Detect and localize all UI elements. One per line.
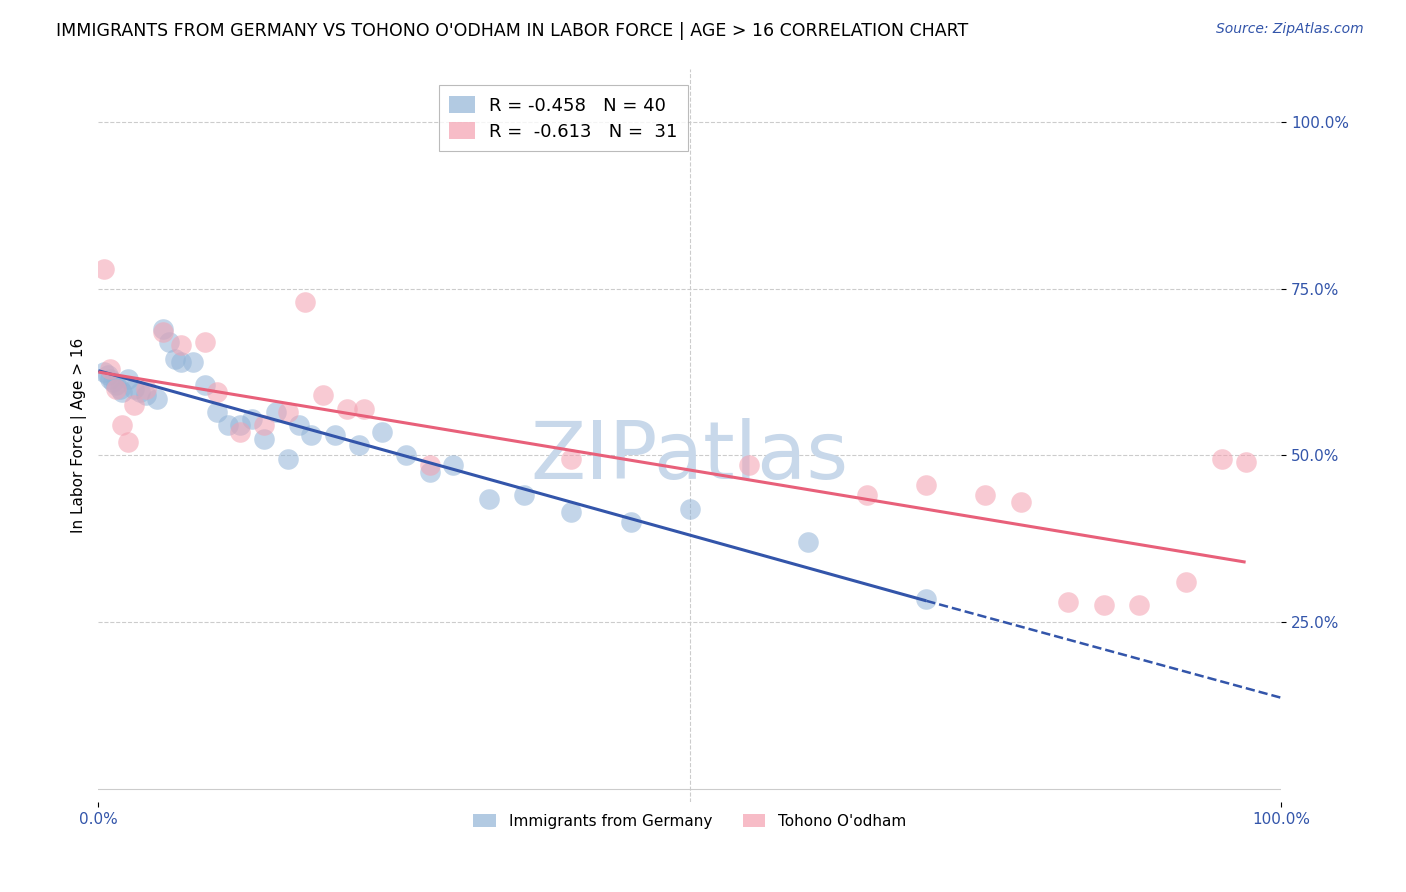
Point <box>152 321 174 335</box>
Point <box>856 488 879 502</box>
Point <box>478 491 501 506</box>
Point <box>253 418 276 433</box>
Point <box>347 438 370 452</box>
Point <box>418 465 440 479</box>
Point <box>277 451 299 466</box>
Point <box>1211 451 1233 466</box>
Point <box>395 449 418 463</box>
Point <box>135 382 157 396</box>
Point <box>93 261 115 276</box>
Point <box>194 334 217 349</box>
Point <box>371 425 394 439</box>
Point <box>194 378 217 392</box>
Point <box>312 388 335 402</box>
Point <box>165 351 187 366</box>
Y-axis label: In Labor Force | Age > 16: In Labor Force | Age > 16 <box>72 338 87 533</box>
Legend: Immigrants from Germany, Tohono O'odham: Immigrants from Germany, Tohono O'odham <box>467 807 912 835</box>
Point <box>336 401 359 416</box>
Point <box>117 372 139 386</box>
Point <box>217 418 239 433</box>
Point <box>93 365 115 379</box>
Point <box>915 478 938 492</box>
Point <box>146 392 169 406</box>
Point <box>111 384 134 399</box>
Point <box>97 368 120 383</box>
Point <box>157 334 180 349</box>
Point <box>1010 495 1032 509</box>
Point <box>117 435 139 450</box>
Point <box>797 535 820 549</box>
Point <box>299 428 322 442</box>
Point <box>1128 599 1150 613</box>
Point <box>122 382 145 396</box>
Point <box>1057 595 1080 609</box>
Point <box>915 591 938 606</box>
Point <box>738 458 761 473</box>
Point <box>101 375 124 389</box>
Point <box>170 355 193 369</box>
Point <box>122 398 145 412</box>
Point <box>288 418 311 433</box>
Point <box>229 418 252 433</box>
Point <box>181 355 204 369</box>
Point <box>294 295 316 310</box>
Point <box>323 428 346 442</box>
Point <box>560 451 582 466</box>
Text: ZIPatlas: ZIPatlas <box>530 418 849 497</box>
Point <box>98 372 121 386</box>
Point <box>441 458 464 473</box>
Point <box>1175 575 1198 590</box>
Point <box>418 458 440 473</box>
Text: Source: ZipAtlas.com: Source: ZipAtlas.com <box>1216 22 1364 37</box>
Point <box>353 401 375 416</box>
Point <box>277 405 299 419</box>
Point <box>152 325 174 339</box>
Point <box>98 361 121 376</box>
Point <box>560 505 582 519</box>
Point <box>111 418 134 433</box>
Point <box>229 425 252 439</box>
Point <box>135 388 157 402</box>
Point <box>513 488 536 502</box>
Point <box>619 515 641 529</box>
Point <box>253 432 276 446</box>
Point <box>128 384 150 399</box>
Point <box>264 405 287 419</box>
Point <box>679 501 702 516</box>
Point <box>170 338 193 352</box>
Text: IMMIGRANTS FROM GERMANY VS TOHONO O'ODHAM IN LABOR FORCE | AGE > 16 CORRELATION : IMMIGRANTS FROM GERMANY VS TOHONO O'ODHA… <box>56 22 969 40</box>
Point <box>1234 455 1257 469</box>
Point <box>205 384 228 399</box>
Point <box>105 382 128 396</box>
Point <box>1092 599 1115 613</box>
Point <box>205 405 228 419</box>
Point <box>974 488 997 502</box>
Point <box>108 382 131 396</box>
Point <box>240 411 263 425</box>
Point <box>105 378 128 392</box>
